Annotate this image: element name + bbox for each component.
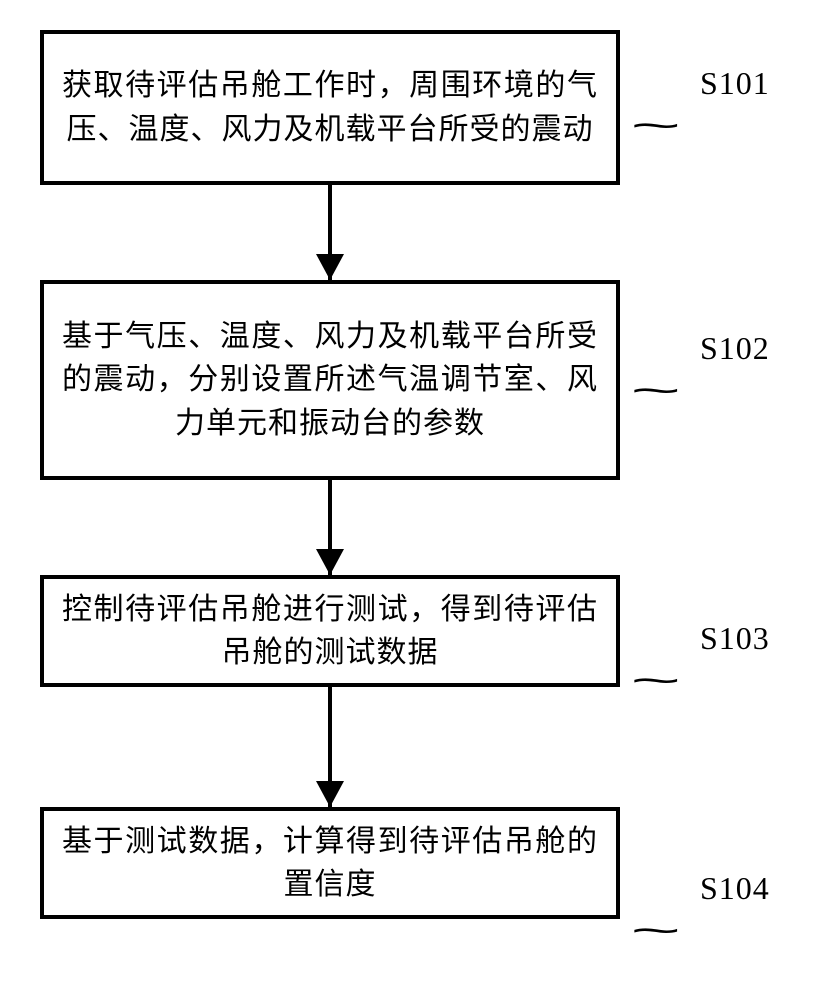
arrow-2 [40, 480, 620, 575]
step-box-4: 基于测试数据，计算得到待评估吊舱的置信度 [40, 807, 620, 919]
arrow-3 [40, 687, 620, 807]
flowchart-container: 获取待评估吊舱工作时，周围环境的气压、温度、风力及机载平台所受的震动 基于气压、… [40, 30, 790, 919]
arrow-head-icon [316, 781, 344, 807]
step-box-3: 控制待评估吊舱进行测试，得到待评估吊舱的测试数据 [40, 575, 620, 687]
step-label-2: S102 [700, 330, 770, 367]
step-box-2: 基于气压、温度、风力及机载平台所受的震动，分别设置所述气温调节室、风力单元和振动… [40, 280, 620, 480]
step-box-1: 获取待评估吊舱工作时，周围环境的气压、温度、风力及机载平台所受的震动 [40, 30, 620, 185]
step-text-4: 基于测试数据，计算得到待评估吊舱的置信度 [62, 820, 598, 907]
arrow-head-icon [316, 549, 344, 575]
tilde-connector-icon: ~ [631, 659, 681, 702]
step-label-1: S101 [700, 65, 770, 102]
step-label-4: S104 [700, 870, 770, 907]
step-text-2: 基于气压、温度、风力及机载平台所受的震动，分别设置所述气温调节室、风力单元和振动… [62, 315, 598, 446]
step-label-3: S103 [700, 620, 770, 657]
step-text-1: 获取待评估吊舱工作时，周围环境的气压、温度、风力及机载平台所受的震动 [62, 64, 598, 151]
arrow-1 [40, 185, 620, 280]
tilde-connector-icon: ~ [631, 369, 681, 412]
step-text-3: 控制待评估吊舱进行测试，得到待评估吊舱的测试数据 [62, 588, 598, 675]
tilde-connector-icon: ~ [631, 104, 681, 147]
tilde-connector-icon: ~ [631, 909, 681, 952]
arrow-head-icon [316, 254, 344, 280]
